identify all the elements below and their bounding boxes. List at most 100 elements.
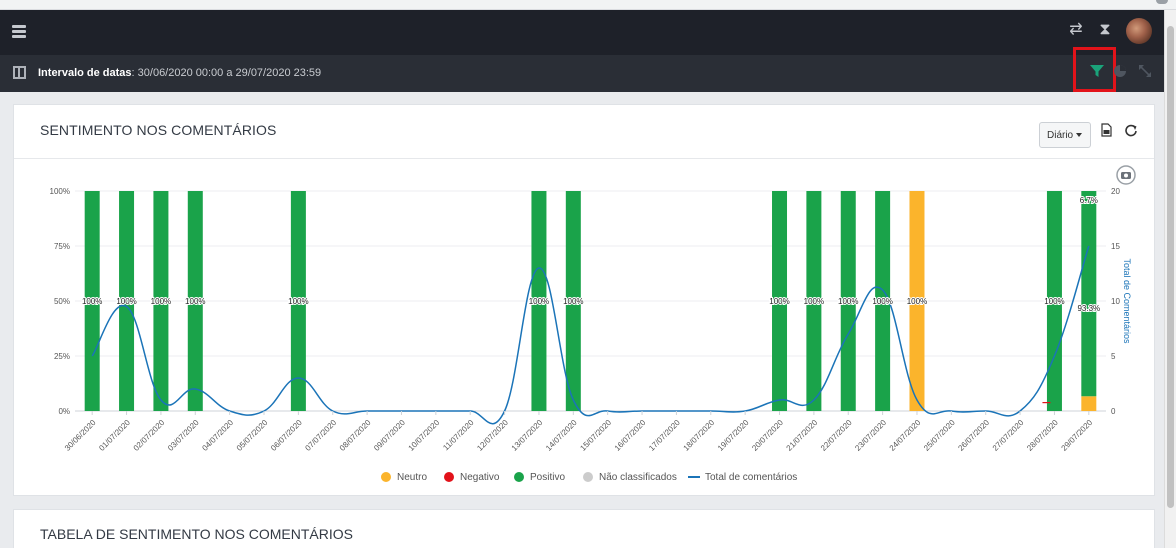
granularity-label: Diário xyxy=(1047,130,1074,141)
refresh-icon[interactable] xyxy=(1124,123,1138,137)
y-tick-label: 100% xyxy=(50,187,70,196)
x-tick-label: 11/07/2020 xyxy=(441,418,476,453)
bar-neutro xyxy=(909,191,925,411)
x-tick-label: 06/07/2020 xyxy=(269,418,304,453)
card-header: SENTIMENTO NOS COMENTÁRIOS Diário xyxy=(14,105,1154,159)
y2-axis-ticks: 0 5 10 15 20 xyxy=(1111,187,1120,416)
x-tick-label: 30/06/2020 xyxy=(63,418,98,453)
legend-swatch xyxy=(381,472,391,482)
bar-positivo xyxy=(840,191,856,411)
legend-label: Negativo xyxy=(460,472,500,483)
x-tick-label: 19/07/2020 xyxy=(716,418,751,453)
bar-positivo xyxy=(531,191,547,411)
sync-icon[interactable]: ⇄ xyxy=(1069,21,1083,38)
x-tick-label: 26/07/2020 xyxy=(956,418,991,453)
legend-label: Não classificados xyxy=(599,472,677,483)
y2-tick-label: 20 xyxy=(1111,187,1120,196)
bar-positivo xyxy=(772,191,788,411)
y2-tick-label: 0 xyxy=(1111,407,1116,416)
card2-title: TABELA DE SENTIMENTO NOS COMENTÁRIOS xyxy=(40,526,353,542)
bar-positivo xyxy=(187,191,203,411)
camera-icon[interactable] xyxy=(1116,165,1136,185)
bar-positivo xyxy=(875,191,891,411)
date-range: Intervalo de datas: 30/06/2020 00:00 a 2… xyxy=(38,67,321,79)
data-label: 100% xyxy=(804,297,824,306)
legend-label: Positivo xyxy=(530,472,565,483)
x-tick-label: 09/07/2020 xyxy=(372,418,407,453)
x-tick-label: 12/07/2020 xyxy=(475,418,510,453)
bar-negativo-mark xyxy=(1042,402,1051,404)
legend-swatch xyxy=(583,472,593,482)
x-tick-label: 01/07/2020 xyxy=(97,418,132,453)
x-tick-label: 10/07/2020 xyxy=(407,418,442,453)
bar-positivo xyxy=(84,191,100,411)
x-tick-label: 21/07/2020 xyxy=(785,418,820,453)
y-tick-label: 75% xyxy=(54,242,70,251)
bar-positivo xyxy=(1046,191,1062,411)
y-tick-label: 50% xyxy=(54,297,70,306)
chart-data-labels: 100% 100% 100% 100% 100% 100% 100% 100% 100% 100%… xyxy=(81,195,1101,314)
hamburger-icon[interactable] xyxy=(12,25,26,38)
bar-positivo xyxy=(565,191,581,411)
data-label: 100% xyxy=(185,297,205,306)
hourglass-icon[interactable]: ⧗ xyxy=(1099,21,1111,38)
data-label: 100% xyxy=(151,297,171,306)
page-scrollbar[interactable] xyxy=(1164,10,1176,548)
data-label: 100% xyxy=(82,297,102,306)
x-tick-label: 16/07/2020 xyxy=(613,418,648,453)
expand-icon[interactable] xyxy=(1137,63,1153,79)
y2-tick-label: 15 xyxy=(1111,242,1120,251)
pie-chart-icon[interactable] xyxy=(1112,63,1128,79)
total-comments-line xyxy=(91,245,1090,425)
data-label: 6.7% xyxy=(1080,196,1098,205)
data-label: 100% xyxy=(529,297,549,306)
scrollbar-thumb[interactable] xyxy=(1167,26,1174,508)
x-tick-label: 13/07/2020 xyxy=(510,418,545,453)
legend-swatch xyxy=(514,472,524,482)
card-title: SENTIMENTO NOS COMENTÁRIOS xyxy=(40,122,277,138)
bar-positivo xyxy=(290,191,306,411)
date-filter-bar: Intervalo de datas: 30/06/2020 00:00 a 2… xyxy=(0,47,1164,92)
x-tick-label: 03/07/2020 xyxy=(166,418,201,453)
chart-bars xyxy=(84,191,1097,411)
x-tick-label: 17/07/2020 xyxy=(647,418,682,453)
data-label: 100% xyxy=(872,297,892,306)
filter-icon[interactable] xyxy=(1089,63,1105,79)
data-label: 100% xyxy=(769,297,789,306)
y-tick-label: 0% xyxy=(58,407,70,416)
top-navbar: ⇄ ⧗ xyxy=(0,10,1164,55)
y2-axis-label: Total de Comentários xyxy=(1122,258,1132,344)
layout-icon[interactable] xyxy=(13,66,26,79)
x-tick-label: 20/07/2020 xyxy=(750,418,785,453)
x-tick-label: 14/07/2020 xyxy=(544,418,579,453)
y-axis-ticks: 0% 25% 50% 75% 100% xyxy=(50,187,70,416)
chart-legend: Neutro Negativo Positivo Não classificados T… xyxy=(381,472,797,483)
bar-positivo xyxy=(153,191,169,411)
y2-tick-label: 5 xyxy=(1111,352,1116,361)
data-label: 100% xyxy=(838,297,858,306)
legend-swatch xyxy=(444,472,454,482)
date-range-value: : 30/06/2020 00:00 a 29/07/2020 23:59 xyxy=(131,67,322,79)
chevron-down-icon xyxy=(1076,133,1083,137)
sentiment-chart: 0% 25% 50% 75% 100% 0 5 10 15 20 Total de Coment… xyxy=(50,165,1136,483)
legend-label: Neutro xyxy=(397,472,427,483)
y-tick-label: 25% xyxy=(54,352,70,361)
x-tick-label: 24/07/2020 xyxy=(888,418,923,453)
granularity-dropdown[interactable]: Diário xyxy=(1039,122,1091,148)
bar-positivo xyxy=(1081,191,1097,397)
x-tick-label: 18/07/2020 xyxy=(682,418,717,453)
x-tick-label: 08/07/2020 xyxy=(338,418,373,453)
data-label: 100% xyxy=(116,297,136,306)
x-tick-label: 04/07/2020 xyxy=(200,418,235,453)
x-tick-label: 05/07/2020 xyxy=(235,418,270,453)
bar-neutro xyxy=(1081,396,1097,411)
data-label: 100% xyxy=(563,297,583,306)
x-tick-label: 15/07/2020 xyxy=(578,418,613,453)
pdf-icon[interactable] xyxy=(1099,123,1113,137)
avatar[interactable] xyxy=(1126,18,1152,44)
x-tick-label: 22/07/2020 xyxy=(819,418,854,453)
x-tick-label: 27/07/2020 xyxy=(991,418,1026,453)
x-tick-label: 02/07/2020 xyxy=(132,418,167,453)
data-label: 100% xyxy=(907,297,927,306)
data-label: 100% xyxy=(288,297,308,306)
